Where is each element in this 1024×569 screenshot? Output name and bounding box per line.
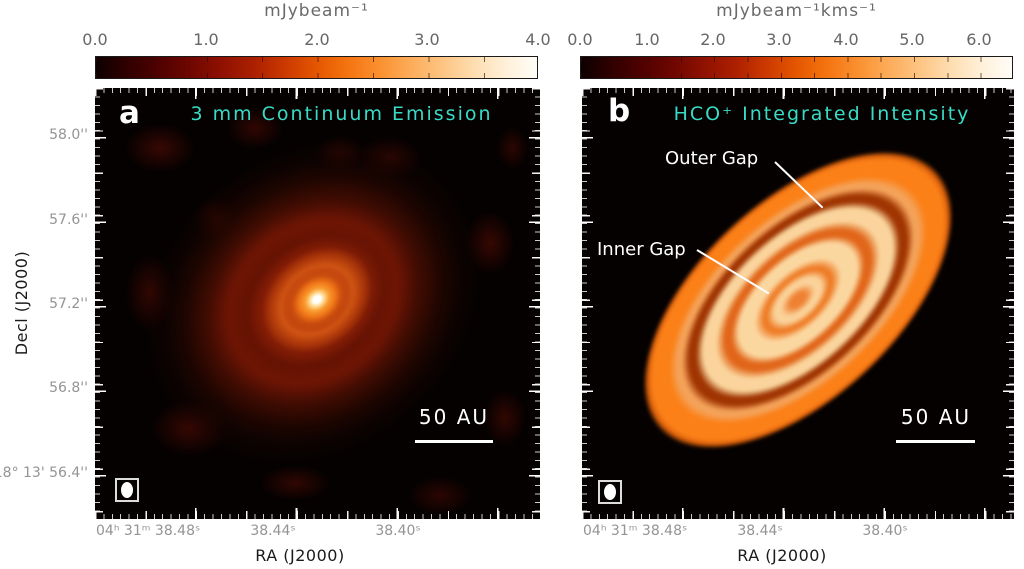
panel-a-image: a 3 mm Continuum Emission 50 AU (95, 88, 540, 519)
panel-a-scalebar-label: 50 AU (418, 405, 490, 429)
panel-b-scalebar (896, 440, 975, 443)
panel-a-beam-box (115, 478, 139, 502)
panel-a-xtick-2: 38.40ˢ (375, 523, 421, 539)
ytick-57.2: 57.2'' (49, 296, 88, 312)
ytick-56.4-with-deg-min: 18° 13' 56.4'' (0, 465, 88, 481)
colorbar-b-tick-6: 6.0 (966, 30, 992, 49)
colorbar-b-tick-2: 2.0 (700, 30, 726, 49)
colorbar-b-gradient (580, 56, 1013, 79)
panel-b-x-axis-title: RA (J2000) (737, 546, 827, 565)
colorbar-a-tick-3: 3.0 (414, 30, 440, 49)
colorbar-a-tick-1: 1.0 (193, 30, 219, 49)
panel-b-xtick-2: 38.40ˢ (862, 523, 908, 539)
colorbar-a-tick-4: 4.0 (525, 30, 551, 49)
panel-b-scalebar-label: 50 AU (900, 405, 972, 429)
y-axis-title: Decl (J2000) (12, 250, 32, 356)
colorbar-b-tick-4: 4.0 (833, 30, 859, 49)
ytick-56.8: 56.8'' (49, 380, 88, 396)
panel-a-x-axis-title: RA (J2000) (255, 546, 345, 565)
panel-b-ticks-top (582, 88, 1014, 99)
colorbar-b-tick-5: 5.0 (899, 30, 925, 49)
colorbar-b-title: mJybeam⁻¹kms⁻¹ (716, 1, 877, 21)
panel-b-xtick-0: 04ʰ 31ᵐ 38.48ˢ (583, 523, 688, 539)
colorbar-a-tick-2: 2.0 (304, 30, 330, 49)
outer-gap-label: Outer Gap (665, 148, 759, 169)
panel-b-ticks-left (582, 88, 593, 519)
panel-b-title: HCO⁺ Integrated Intensity (673, 103, 971, 125)
panel-b-ticks-right (1003, 88, 1014, 519)
colorbar-a-gradient (95, 56, 538, 79)
panel-b-xtick-1: 38.44ˢ (737, 523, 783, 539)
panel-a-beam-ellipse (121, 482, 133, 498)
colorbar-b-tick-1: 1.0 (634, 30, 660, 49)
panel-a-scalebar (415, 440, 493, 443)
inner-gap-label: Inner Gap (597, 239, 686, 260)
panel-b-image: b HCO⁺ Integrated Intensity Outer Gap In… (582, 88, 1014, 519)
panel-b-beam-ellipse (604, 484, 616, 500)
panel-b-ticks-bottom (582, 508, 1014, 519)
panel-a-title: 3 mm Continuum Emission (190, 103, 493, 125)
panel-a-letter: a (119, 95, 140, 131)
colorbar-a-tick-0: 0.0 (82, 30, 108, 49)
panel-a-xtick-1: 38.44ˢ (250, 523, 296, 539)
colorbar-b-tick-3: 3.0 (766, 30, 792, 49)
colorbar-b-tick-0: 0.0 (567, 30, 593, 49)
colorbar-a-title: mJybeam⁻¹ (264, 1, 369, 21)
ytick-58.0: 58.0'' (49, 127, 88, 143)
panel-b-letter: b (608, 93, 631, 129)
panel-a-xtick-0: 04ʰ 31ᵐ 38.48ˢ (96, 523, 201, 539)
ytick-57.6: 57.6'' (49, 212, 88, 228)
panel-b-beam-box (598, 480, 622, 504)
